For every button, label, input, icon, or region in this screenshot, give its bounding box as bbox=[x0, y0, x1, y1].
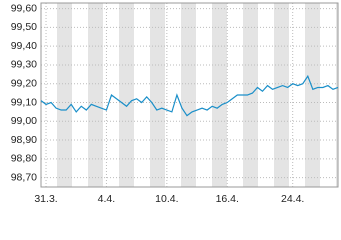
x-tick-label: 24.4. bbox=[281, 193, 304, 205]
y-tick-label: 99,20 bbox=[11, 78, 37, 90]
y-tick-label: 98,70 bbox=[11, 171, 37, 183]
band bbox=[88, 3, 103, 187]
x-tick-label: 16.4. bbox=[216, 193, 239, 205]
band bbox=[305, 3, 320, 187]
y-tick-label: 98,80 bbox=[11, 153, 37, 165]
band bbox=[119, 3, 134, 187]
y-tick-label: 99,00 bbox=[11, 115, 37, 127]
x-tick-label: 10.4. bbox=[155, 193, 178, 205]
plot-frame bbox=[40, 2, 339, 188]
band bbox=[243, 3, 258, 187]
chart: 98,70 98,80 98,90 99,00 99,10 99,20 99,30 99,40… bbox=[11, 2, 339, 205]
background-bands bbox=[57, 3, 338, 187]
y-tick-label: 98,90 bbox=[11, 134, 37, 146]
band bbox=[57, 3, 72, 187]
band bbox=[336, 3, 338, 187]
band bbox=[274, 3, 289, 187]
y-tick-label: 99,60 bbox=[11, 2, 37, 14]
line bbox=[40, 74, 339, 117]
x-tick-label: 31.3. bbox=[34, 193, 57, 205]
y-tick-label: 99,40 bbox=[11, 40, 37, 52]
band bbox=[150, 3, 165, 187]
y-tick-label: 99,30 bbox=[11, 59, 37, 71]
grid bbox=[41, 3, 338, 187]
band bbox=[181, 3, 196, 187]
y-tick-label: 99,10 bbox=[11, 96, 37, 108]
x-tick-label: 4.4. bbox=[98, 193, 116, 205]
y-tick-label: 99,50 bbox=[11, 21, 37, 33]
band bbox=[212, 3, 227, 187]
